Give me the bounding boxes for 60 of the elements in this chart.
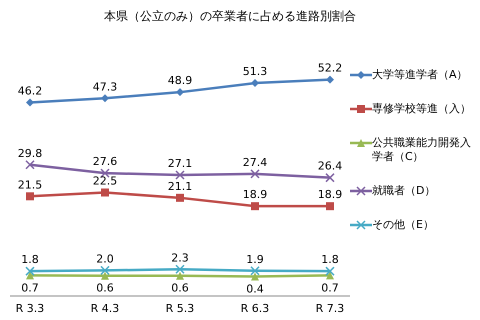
point [251,79,259,88]
point [25,266,35,276]
point [176,272,184,280]
data-label: 0.6 [96,282,114,295]
point [251,202,259,210]
legend-label: 大学等進学者（A） [372,68,468,82]
data-label: 0.6 [171,282,189,295]
x-tick-label: R 5.3 [166,302,194,315]
point [175,264,185,274]
point [26,98,34,106]
data-label: 2.3 [171,251,189,264]
data-label: 21.5 [18,178,42,192]
chart-title: 本県（公立のみ）の卒業者に占める進路別割合 [103,8,357,25]
data-label: 2.0 [96,252,114,266]
legend-label: 就職者（D） [372,184,436,198]
data-label: 52.2 [318,62,342,75]
data-label: 29.8 [18,146,42,160]
data-label: 1.9 [246,252,264,266]
data-label: 1.8 [21,253,39,266]
point [176,194,184,202]
point [100,266,110,276]
point [101,188,109,196]
point [326,271,334,280]
point [101,272,109,280]
x-tick-label: R 7.3 [316,302,344,315]
point [250,266,260,276]
data-label: 26.4 [318,160,342,173]
legend-label: 専修学校等進（入） [372,102,471,116]
point [101,94,109,102]
data-label: 27.4 [242,156,268,169]
point [26,192,34,200]
x-tick-label: R 6.3 [240,302,270,315]
data-label: 0.4 [246,282,264,296]
data-label: 22.5 [92,174,118,188]
data-label: 46.2 [18,84,42,98]
point [25,160,35,170]
x-tick-label: R 4.3 [90,302,120,315]
point [250,169,260,179]
point [325,172,335,182]
data-label: 21.1 [168,180,192,193]
data-label: 51.3 [242,65,268,78]
data-label: 27.1 [168,157,192,170]
data-label: 18.9 [318,188,342,202]
legend-label: 公共職業能力開発入学者（C） [372,136,472,164]
data-label: 48.9 [168,74,192,88]
data-label: 18.9 [242,188,268,202]
x-tick-label: R 3.3 [16,302,44,315]
data-label: 1.8 [321,253,339,266]
point [176,88,184,96]
data-label: 0.7 [321,281,339,294]
data-label: 47.3 [92,80,118,94]
point [26,271,34,280]
point [251,272,259,280]
data-label: 0.7 [21,281,39,294]
legend-label: その他（E） [372,218,434,232]
point [326,76,334,84]
point [175,170,185,180]
point [325,266,335,276]
point [326,202,334,210]
data-label: 27.6 [92,155,118,168]
